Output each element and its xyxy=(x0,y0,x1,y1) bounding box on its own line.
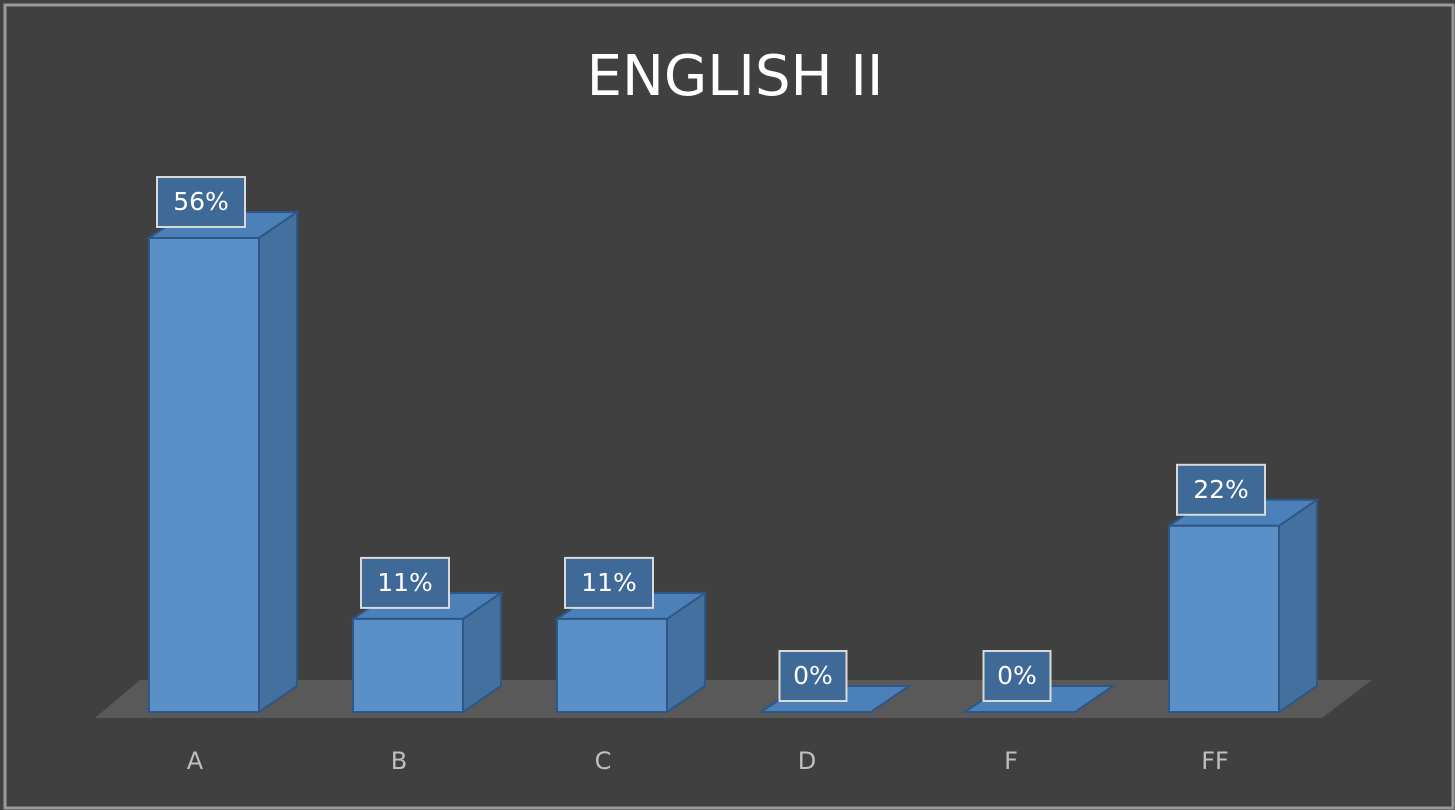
chart-title: ENGLISH II xyxy=(587,44,884,109)
data-label: 11% xyxy=(377,568,433,597)
bar xyxy=(556,617,668,714)
data-label-box xyxy=(982,650,1052,702)
x-tick-label: D xyxy=(798,747,816,775)
frame xyxy=(3,3,1455,810)
x-tick-label: FF xyxy=(1201,747,1229,775)
data-label: 22% xyxy=(1193,475,1249,504)
x-tick-label: A xyxy=(187,747,204,775)
data-label-box xyxy=(778,650,848,702)
data-label-box xyxy=(564,556,654,609)
bar xyxy=(148,237,260,713)
data-label: 0% xyxy=(793,661,833,690)
bar xyxy=(352,617,464,714)
data-label: 0% xyxy=(997,661,1037,690)
bar-side xyxy=(1278,497,1318,714)
bar xyxy=(1168,524,1280,713)
x-tick-label: F xyxy=(1004,747,1018,775)
data-label-box xyxy=(360,556,450,609)
data-label-box xyxy=(1176,463,1266,516)
data-label-box xyxy=(156,176,246,228)
data-label: 11% xyxy=(581,568,637,597)
x-tick-label: B xyxy=(391,747,407,775)
x-tick-label: C xyxy=(595,747,612,775)
data-label: 56% xyxy=(173,187,229,216)
bar-side xyxy=(258,210,298,714)
